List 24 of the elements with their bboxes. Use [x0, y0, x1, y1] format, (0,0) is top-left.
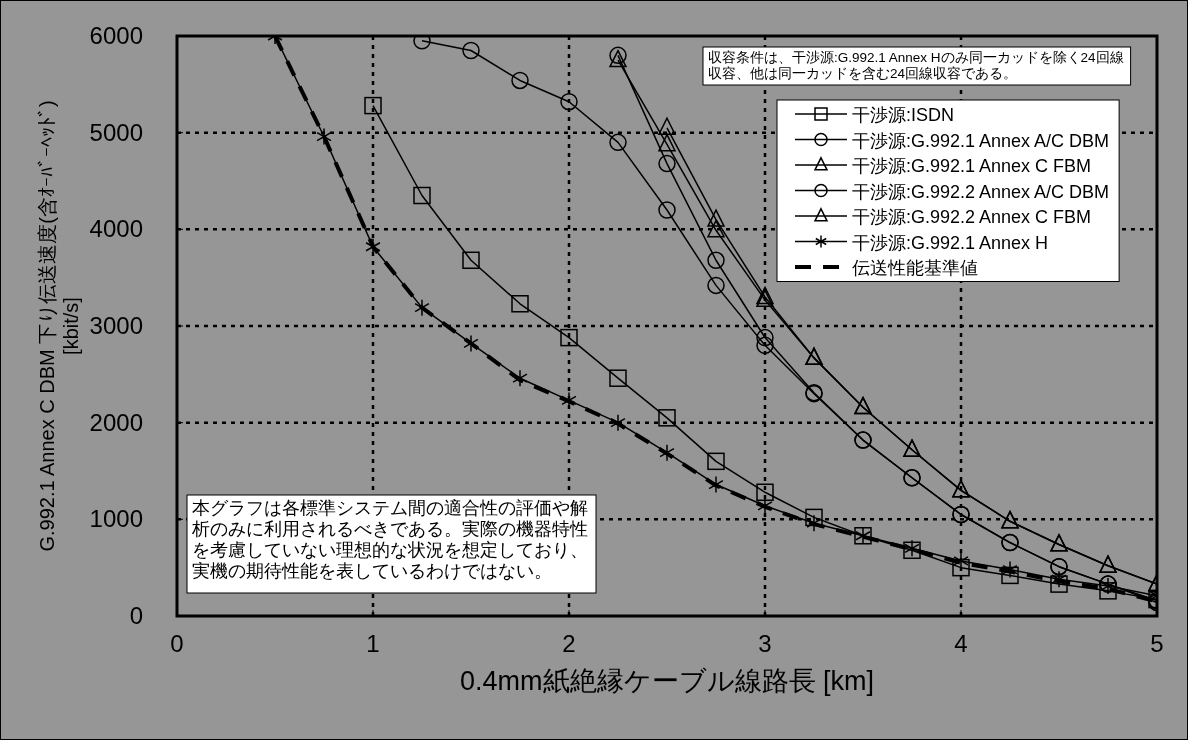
- y-tick-label: 6000: [89, 22, 143, 49]
- y-axis-title: G.992.1 Annex C DBM 下り伝送速度(含ｵｰﾊﾞｰﾍｯﾄﾞ) [kbit/s]: [36, 100, 82, 552]
- annotation: 本グラフは各標準システム間の適合性の評価や解析のみに利用されるべきである。実際の機器特性を考慮していない理想的な状況を想定しており、実機の期待性能を表しているわけではない。: [191, 497, 588, 581]
- y-tick-label: 3000: [89, 312, 143, 339]
- y-tick-label: 2000: [89, 408, 143, 436]
- x-tick-label: 2: [562, 630, 576, 657]
- x-tick-label: 3: [758, 630, 772, 657]
- legend-label: 干渉源:G.992.1 Annex H: [852, 232, 1049, 253]
- x-axis-title: 0.4mm紙絶縁ケーブル線路長 [km]: [459, 666, 875, 696]
- x-tick-label: 1: [366, 630, 380, 657]
- x-tick-label: 0: [170, 630, 184, 657]
- y-tick-label: 4000: [89, 215, 143, 243]
- x-tick-label: 4: [954, 630, 968, 657]
- x-tick-label: 5: [1150, 630, 1164, 657]
- y-tick-label: 0: [129, 602, 143, 629]
- legend-label: 干渉源:G.992.2 Annex C FBM: [852, 207, 1092, 227]
- legend-label: 干渉源:G.992.2 Annex A/C DBM: [852, 181, 1110, 202]
- y-tick-label: 5000: [89, 118, 143, 146]
- y-tick-label: 1000: [89, 505, 143, 533]
- legend-label: 伝送性能基準値: [852, 258, 978, 278]
- legend-label: 干渉源:G.992.1 Annex C FBM: [852, 156, 1092, 176]
- legend-label: 干渉源:G.992.1 Annex A/C DBM: [852, 130, 1110, 151]
- annotation: 収容条件は、干渉源:G.992.1 Annex Hのみ同一カッドを除く24回線収容、他は同一カッドを含む24回線収容である。: [708, 49, 1124, 81]
- legend-label: 干渉源:ISDN: [852, 105, 955, 125]
